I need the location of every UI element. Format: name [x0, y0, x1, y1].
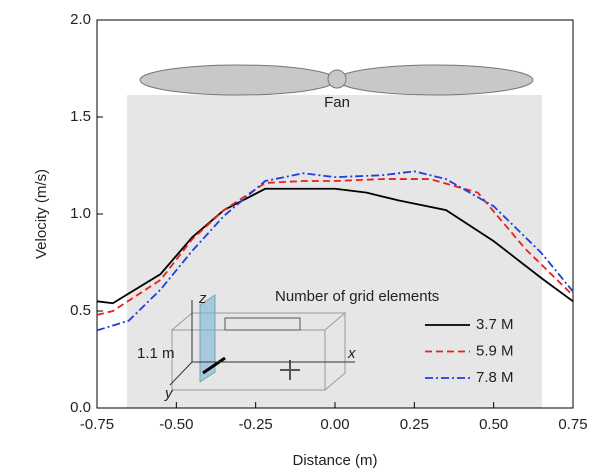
- y-tick-label: 2.0: [70, 11, 91, 28]
- y-tick-label: 0.0: [70, 399, 91, 416]
- legend-label: 5.9 M: [476, 342, 514, 359]
- x-tick-label: -0.25: [239, 416, 273, 433]
- inset-domain: [169, 294, 355, 391]
- fan-blade: [336, 64, 534, 96]
- fan-region: [127, 95, 542, 408]
- fan-blade: [139, 64, 337, 96]
- height-label: 1.1 m: [137, 345, 175, 362]
- x-tick-label: 0.00: [320, 416, 349, 433]
- y-axis-title: Velocity (m/s): [33, 169, 50, 259]
- z-axis-label: z: [198, 290, 207, 307]
- legend-label: 7.8 M: [476, 369, 514, 386]
- x-tick-label: 0.50: [479, 416, 508, 433]
- fan-label: Fan: [324, 94, 350, 111]
- series-line: [96, 187, 574, 305]
- x-tick-label: 0.75: [558, 416, 587, 433]
- series-line: [96, 170, 574, 332]
- y-axis-label-inset: y: [164, 385, 174, 402]
- x-axis-label-inset: x: [347, 345, 356, 362]
- y-tick-label: 1.0: [70, 205, 91, 222]
- fan-hub: [327, 69, 347, 89]
- legend-title: Number of grid elements: [275, 288, 439, 305]
- x-axis-title: Distance (m): [292, 452, 377, 469]
- x-tick-label: 0.25: [400, 416, 429, 433]
- x-tick-label: -0.50: [159, 416, 193, 433]
- series-line: [96, 178, 574, 316]
- x-tick-label: -0.75: [80, 416, 114, 433]
- y-tick-label: 1.5: [70, 108, 91, 125]
- legend-label: 3.7 M: [476, 316, 514, 333]
- y-tick-label: 0.5: [70, 302, 91, 319]
